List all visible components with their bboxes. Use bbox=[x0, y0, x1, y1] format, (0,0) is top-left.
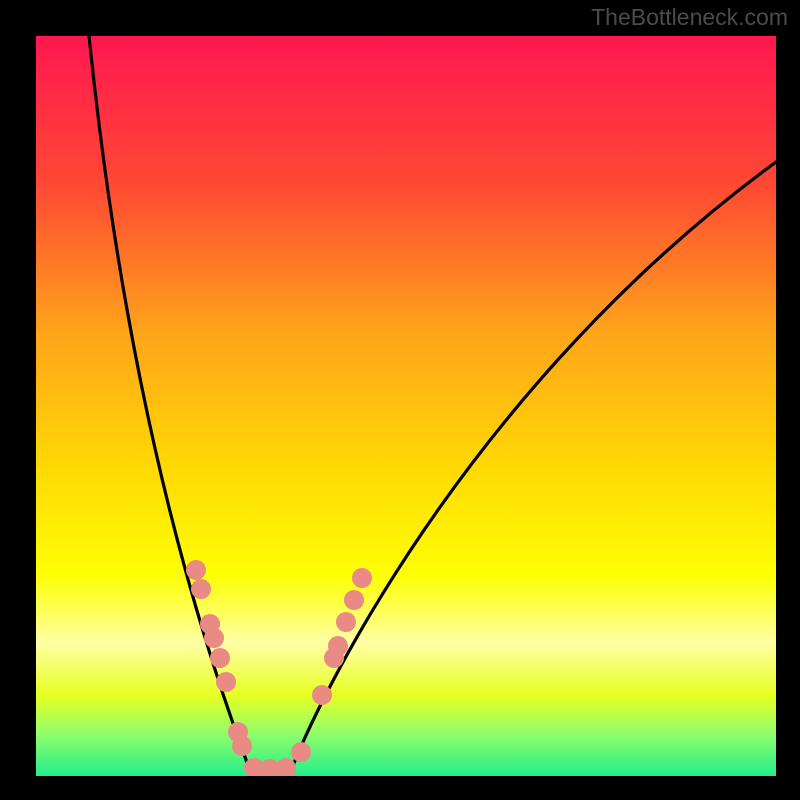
marker-point bbox=[291, 742, 311, 762]
figure-root: TheBottleneck.com bbox=[0, 0, 800, 800]
marker-point bbox=[232, 736, 252, 756]
marker-point bbox=[191, 579, 211, 599]
marker-point bbox=[186, 560, 206, 580]
marker-point bbox=[216, 672, 236, 692]
marker-point bbox=[204, 628, 224, 648]
marker-point bbox=[276, 758, 296, 778]
marker-point bbox=[336, 612, 356, 632]
marker-point bbox=[328, 636, 348, 656]
marker-point bbox=[352, 568, 372, 588]
plot-svg bbox=[0, 0, 800, 800]
marker-point bbox=[210, 648, 230, 668]
marker-point bbox=[344, 590, 364, 610]
marker-point bbox=[312, 685, 332, 705]
watermark-label: TheBottleneck.com bbox=[591, 4, 788, 31]
